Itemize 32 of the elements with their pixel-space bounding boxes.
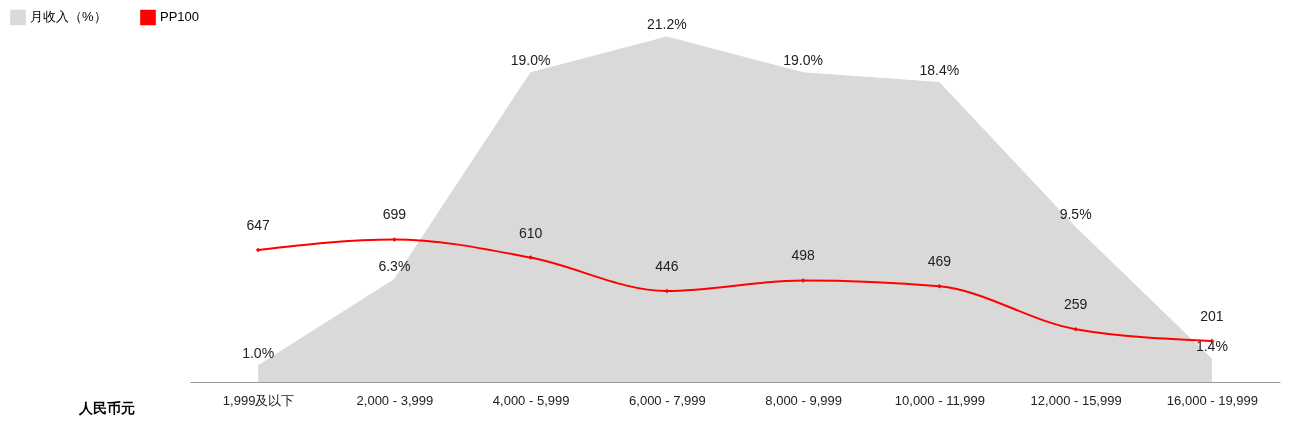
point [528, 255, 533, 260]
x-axis-title: 人民币元 [77, 399, 135, 416]
data-label: 201 [1200, 308, 1224, 325]
data-label: 6.3% [378, 258, 411, 275]
x-tick-label: 10,000 - 11,999 [894, 392, 985, 408]
data-label: 699 [382, 206, 407, 223]
x-tick-label: 4,000 - 5,999 [492, 392, 570, 408]
x-tick-label: 12,000 - 15,999 [1030, 392, 1122, 408]
x-tick-label: 1,999及以下 [222, 392, 295, 408]
point [392, 237, 397, 242]
point [1073, 326, 1078, 332]
data-label: 19.0% [510, 51, 551, 68]
point [255, 247, 261, 253]
data-label: 446 [655, 258, 679, 275]
x-tick-label: 2,000 - 3,999 [356, 392, 434, 408]
data-label: 21.2% [647, 16, 687, 32]
data-label: 259 [1063, 296, 1088, 313]
x-tick-label: 16,000 - 19,999 [1166, 392, 1258, 408]
data-label: 1.4% [1195, 338, 1228, 355]
data-label: 1.0% [242, 344, 275, 361]
legend-label: PP100 [160, 9, 200, 25]
data-label: 610 [518, 224, 543, 241]
x-tick-label: 6,000 - 7,999 [629, 392, 706, 408]
data-label: 498 [791, 247, 816, 264]
data-label: 18.4% [919, 61, 960, 78]
data-label: 469 [927, 253, 952, 270]
data-label: 647 [246, 217, 271, 234]
legend-label: 月收入（%） [30, 9, 107, 25]
data-label: 9.5% [1059, 206, 1092, 223]
data-label: 19.0% [783, 51, 823, 68]
x-tick-label: 8,000 - 9,999 [765, 392, 842, 408]
point [937, 284, 942, 289]
